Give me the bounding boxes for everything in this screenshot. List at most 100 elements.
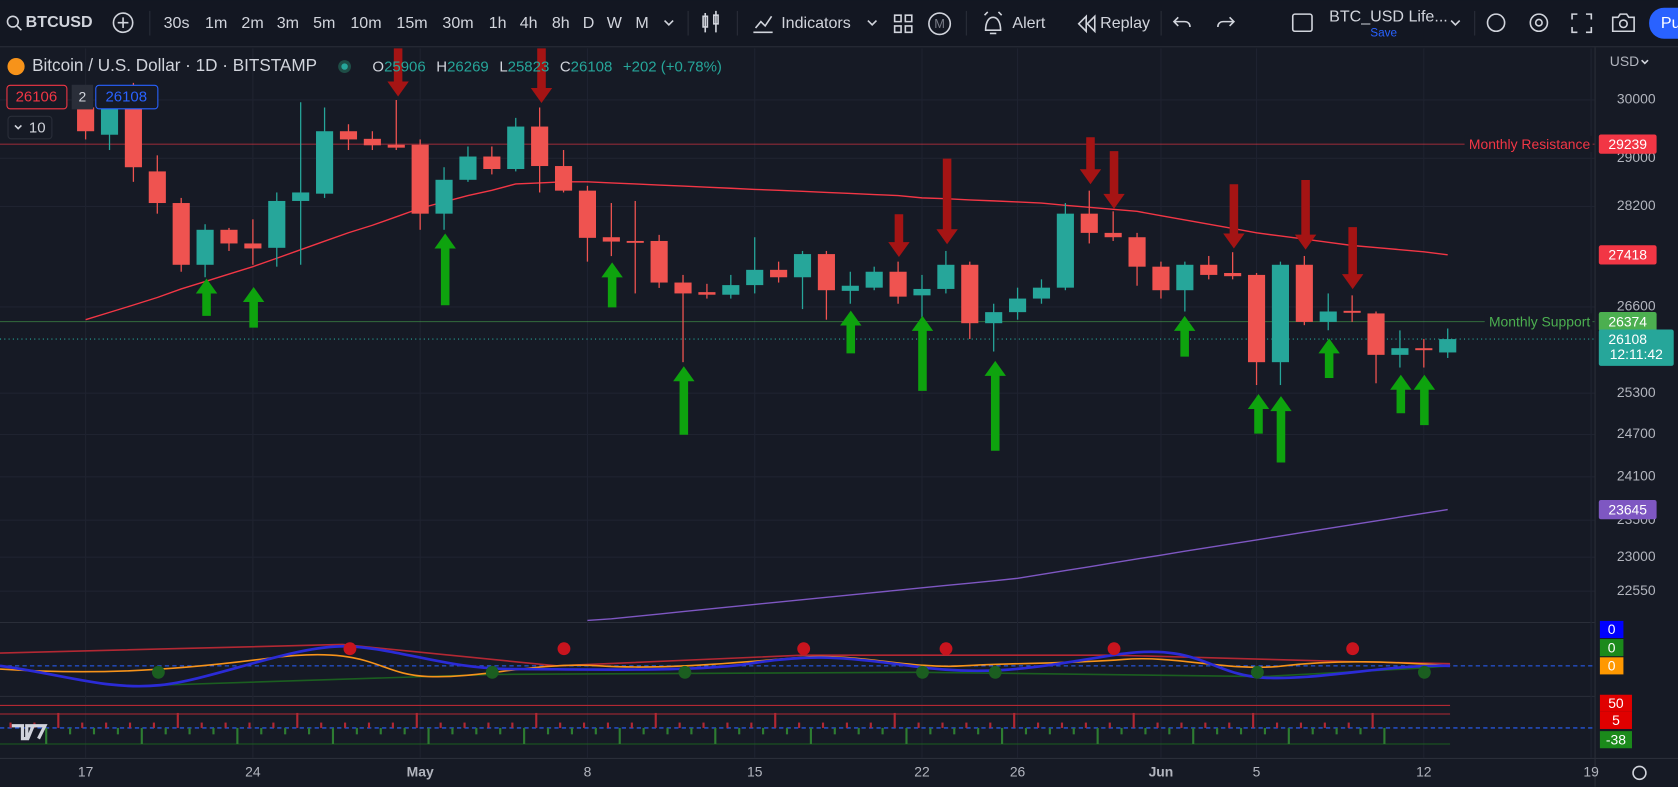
currency[interactable]: USD (1610, 53, 1639, 69)
signal-tag-bg (1599, 694, 1632, 712)
candle-body (1176, 264, 1194, 291)
ohlc-label: H (436, 59, 447, 76)
level-tag-bg (1598, 312, 1657, 332)
buy-dot (988, 665, 1002, 679)
compare-button[interactable] (112, 12, 134, 34)
alert-button[interactable]: Alert (1012, 14, 1046, 32)
candle-body (985, 312, 1003, 324)
candle-body (674, 282, 692, 294)
search-icon-handle (16, 25, 22, 31)
candle-body (363, 138, 381, 146)
candle-body (554, 166, 573, 191)
fullscreen-button[interactable] (1571, 13, 1593, 34)
candle-body (1271, 264, 1289, 363)
sell-button[interactable] (6, 84, 68, 110)
indicators-button[interactable]: Indicators (781, 14, 851, 32)
candle-body (435, 179, 453, 214)
publish-button-bg[interactable] (1649, 7, 1678, 39)
layout-icon[interactable] (1291, 13, 1313, 33)
interval-button[interactable]: 15m (396, 14, 427, 32)
legend: Bitcoin / U.S. Dollar · 1D · BITSTAMP O2… (6, 56, 722, 140)
x-tick-label: 8 (584, 764, 592, 780)
interval-button[interactable]: 2m (241, 14, 263, 32)
undo-button[interactable] (1172, 16, 1191, 28)
interval-button[interactable]: 10m (350, 14, 381, 32)
save-button[interactable]: Save (1370, 27, 1397, 40)
interval-button[interactable]: 1h (489, 14, 507, 32)
level-tag: 29239 (1608, 136, 1647, 152)
indicators-icon[interactable] (753, 15, 773, 34)
screenshot-button[interactable] (1611, 13, 1635, 33)
y-tick-label: 28200 (1617, 197, 1656, 213)
buy-button[interactable] (95, 84, 159, 110)
y-tick-label: 24700 (1617, 425, 1656, 441)
buy-arrow (601, 262, 623, 308)
candle-body (650, 240, 668, 283)
plot-area (0, 82, 1595, 622)
interval-button[interactable]: M (635, 14, 648, 32)
layouts-button[interactable] (893, 14, 913, 34)
candle-body (1009, 298, 1027, 313)
indicator-toggle[interactable] (7, 115, 53, 140)
candle-body (124, 107, 142, 168)
search-icon[interactable] (6, 15, 19, 28)
interval-button[interactable]: 1m (205, 14, 227, 32)
template-badge[interactable]: M (934, 16, 945, 31)
oscillator-tag: 0 (1608, 639, 1616, 655)
quick-search-button[interactable] (1486, 13, 1506, 33)
interval-button[interactable]: 5m (313, 14, 335, 32)
buy-dot (1417, 665, 1431, 679)
interval-button[interactable]: 30s (164, 14, 190, 32)
buy-arrow (911, 315, 934, 391)
interval-button[interactable]: 30m (442, 14, 473, 32)
axis-settings[interactable] (1632, 765, 1647, 781)
layout-dropdown[interactable] (1450, 19, 1461, 26)
last-price-tag: 26108 (1608, 331, 1647, 347)
indicators-dropdown[interactable] (867, 19, 878, 26)
interval-button[interactable]: W (607, 14, 623, 32)
alert-icon[interactable] (983, 11, 1003, 35)
candle-body (1104, 232, 1122, 238)
compare-plus (117, 17, 129, 29)
moving-average (85, 181, 1448, 321)
y-tick-label: 25300 (1617, 384, 1656, 400)
interval-dropdown[interactable] (663, 19, 674, 26)
x-tick-label: 5 (1253, 764, 1261, 780)
pane-tags: 0 0 0 505 -38 (1599, 620, 1632, 749)
level-label-bg (1484, 313, 1593, 330)
symbol-search[interactable]: BTCUSD (26, 13, 93, 31)
interval-button[interactable]: 8h (552, 14, 570, 32)
sell-dot (343, 642, 357, 656)
replay-icon[interactable] (1077, 14, 1096, 34)
ohlc-value: 25823 (508, 59, 550, 76)
interval-button[interactable]: D (583, 14, 595, 32)
candle-body (459, 156, 477, 180)
candle-body (1200, 264, 1218, 275)
spread-bg (71, 84, 94, 110)
symbol-logo (7, 58, 25, 76)
spread: 2 (79, 88, 87, 104)
candle-body (770, 269, 788, 278)
layout-name[interactable]: BTC_USD Life... (1329, 8, 1448, 26)
interval-button[interactable]: 4h (520, 14, 538, 32)
buy-arrow (434, 233, 456, 306)
settings-button[interactable] (1529, 13, 1549, 33)
publish-button[interactable]: Pu (1661, 14, 1678, 32)
sell-dot (797, 642, 811, 656)
buy-dot (916, 665, 929, 679)
replay-button[interactable]: Replay (1100, 14, 1150, 32)
candle-body (1367, 313, 1385, 355)
buy-arrow (1318, 338, 1340, 378)
interval-button[interactable]: 3m (277, 14, 299, 32)
x-tick-label: May (407, 764, 434, 780)
ohlc-label: C (560, 59, 571, 76)
indicator-count: 10 (29, 120, 46, 137)
redo-button[interactable] (1217, 16, 1236, 28)
chart-type-button[interactable] (702, 10, 719, 33)
ohlc-value: 26108 (571, 59, 613, 76)
x-tick-label: Jun (1149, 764, 1174, 780)
ask-price: 26108 (105, 89, 147, 106)
candle-body (626, 240, 644, 243)
